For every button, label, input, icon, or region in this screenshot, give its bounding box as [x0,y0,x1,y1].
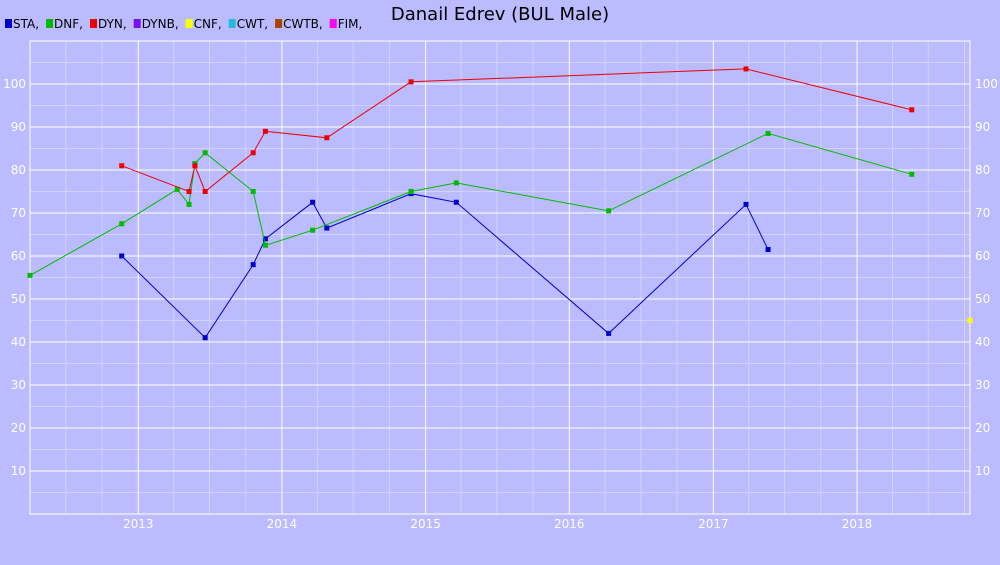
series-line-dyn [121,68,912,193]
legend-swatch-dnf [46,19,54,28]
data-point-dnf [202,150,208,156]
y-tick-label-left: 80 [11,163,26,177]
legend-swatch-cwtb [275,19,283,28]
data-point-sta [743,201,749,207]
legend-label-dyn: DYN, [98,17,127,31]
x-tick-label: 2015 [410,517,441,531]
data-point-dyn [324,135,330,141]
data-point-dnf [310,227,316,233]
data-point-dyn [262,128,268,134]
data-point-dyn [743,66,749,72]
x-tick-label: 2014 [267,517,298,531]
y-tick-label-left: 100 [3,77,26,91]
legend-label-cwt: CWT, [237,17,268,31]
data-point-dnf [765,130,771,136]
y-tick-label-right: 50 [975,292,990,306]
x-tick-label: 2016 [554,517,585,531]
data-point-dnf [119,221,125,227]
y-tick-label-right: 90 [975,120,990,134]
data-point-dnf [27,272,33,278]
x-tick-label: 2013 [123,517,154,531]
legend-swatch-cwt [228,19,236,28]
data-point-dnf [262,242,268,248]
data-point-dyn [119,163,125,169]
legend-label-cnf: CNF, [194,17,222,31]
data-point-dyn [202,189,208,194]
legend-label-dnf: DNF, [54,17,83,31]
data-point-dyn [408,79,414,85]
y-tick-label-right: 20 [975,421,990,435]
y-tick-label-left: 50 [11,292,26,306]
data-point-sta [453,199,459,205]
legend-swatch-dyn [89,19,97,28]
y-tick-label-left: 10 [11,464,26,478]
data-point-dnf [606,208,612,214]
legend-swatch-dynb [133,19,141,28]
y-tick-label-right: 10 [975,464,990,478]
data-point-sta [119,253,125,259]
y-tick-label-right: 40 [975,335,990,349]
x-tick-label: 2017 [698,517,729,531]
legend-swatch-cnf [185,19,193,28]
chart-title: Danail Edrev (BUL Male) [391,4,609,25]
y-tick-label-right: 30 [975,378,990,392]
data-point-sta [202,335,208,341]
y-tick-label-left: 20 [11,421,26,435]
data-point-dyn [250,150,256,156]
plot-area: 10 10 20 20 30 30 40 40 50 50 60 60 70 70 80 80 90 90 100 1… [3,40,998,531]
y-tick-label-left: 70 [11,206,26,220]
data-point-sta [606,330,612,336]
legend-swatch-sta [5,19,12,28]
data-point-dnf [408,189,414,194]
y-tick-label-left: 60 [11,249,26,263]
y-tick-label-left: 90 [11,120,26,134]
legend-label-sta: STA, [13,17,39,31]
data-point-dnf [174,186,180,192]
data-point-dnf [453,180,459,186]
data-point-sta [324,225,330,231]
y-tick-label-right: 60 [975,249,990,263]
data-point-dnf [250,189,256,194]
data-point-dyn [909,107,915,113]
legend: STA, DNF, DYN, DYNB, CNF, CWT, CWTB, FIM, [5,17,362,31]
legend-swatch-fim [329,19,337,28]
data-point-sta [310,199,316,205]
data-point-sta [250,262,256,268]
data-point-sta [765,247,771,253]
y-tick-label-left: 30 [11,378,26,392]
y-tick-label-right: 80 [975,163,990,177]
legend-label-dynb: DYNB, [142,17,179,31]
legend-label-fim: FIM, [338,17,363,31]
data-point-dyn [186,189,192,194]
data-point-dnf [909,171,915,177]
legend-label-cwtb: CWTB, [283,17,323,31]
y-tick-label-right: 70 [975,206,990,220]
data-point-dyn [192,163,198,169]
x-tick-label: 2018 [842,517,873,531]
y-tick-label-left: 40 [11,335,26,349]
data-point-dnf [186,201,192,207]
data-point-cnf [967,318,973,323]
y-tick-label-right: 100 [975,77,998,91]
data-point-sta [262,236,268,242]
